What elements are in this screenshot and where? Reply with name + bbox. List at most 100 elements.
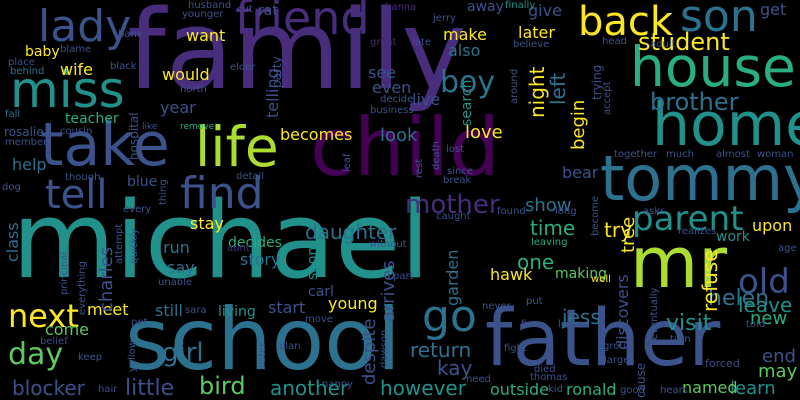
cloud-word: new xyxy=(750,308,788,329)
cloud-word: life xyxy=(195,115,279,179)
cloud-word: fire xyxy=(521,319,538,330)
cloud-word: daughter xyxy=(305,220,397,244)
cloud-word: wife xyxy=(60,60,94,79)
cloud-word: michael xyxy=(12,179,430,302)
cloud-word: behind xyxy=(10,66,45,77)
cloud-word: death xyxy=(431,141,442,170)
cloud-word: mother xyxy=(405,190,500,220)
cloud-word: run xyxy=(163,238,190,257)
cloud-word: need xyxy=(466,374,491,385)
cloud-word: hanna xyxy=(385,2,417,13)
cloud-word: told xyxy=(746,319,766,330)
cloud-word: living xyxy=(218,304,256,320)
cloud-word: husband xyxy=(188,0,232,11)
cloud-word: hospital xyxy=(127,112,141,160)
cloud-word: fall xyxy=(5,109,21,120)
cloud-word: young xyxy=(328,294,378,313)
cloud-word: never xyxy=(482,301,511,312)
cloud-word: mr xyxy=(630,222,727,304)
cloud-word: bear xyxy=(562,163,599,182)
cloud-word: attempt xyxy=(114,223,125,264)
cloud-word: part xyxy=(393,271,414,282)
cloud-word: lady xyxy=(38,1,132,52)
cloud-word: friend xyxy=(235,0,370,45)
cloud-word: leaving xyxy=(531,237,568,248)
cloud-word: turn xyxy=(670,334,691,345)
cloud-word: brother xyxy=(650,88,739,116)
cloud-word: member xyxy=(5,137,48,148)
cloud-word: together xyxy=(614,149,658,160)
cloud-word: later xyxy=(518,23,555,42)
cloud-word: eventually xyxy=(649,287,660,340)
cloud-word: house xyxy=(630,35,796,99)
cloud-word: believe xyxy=(513,39,550,50)
cloud-word: almost xyxy=(716,149,750,160)
cloud-word: teacher xyxy=(65,111,119,127)
cloud-word: parent xyxy=(632,199,744,239)
cloud-word: say xyxy=(167,258,195,277)
cloud-word: ronald xyxy=(566,380,617,399)
cloud-word: refuse xyxy=(698,249,722,312)
cloud-word: rosalie xyxy=(4,125,44,139)
cloud-word: business xyxy=(370,105,414,116)
cloud-word: dog xyxy=(2,182,21,193)
cloud-word: one xyxy=(517,250,555,274)
cloud-word: tommy xyxy=(600,142,800,215)
cloud-word: miss xyxy=(10,61,125,119)
cloud-word: cause xyxy=(634,362,648,398)
cloud-word: another xyxy=(270,376,349,400)
cloud-word: late xyxy=(412,37,431,48)
cloud-word: though xyxy=(65,172,101,183)
cloud-word: rest xyxy=(414,158,425,178)
cloud-word: bank xyxy=(118,29,143,40)
cloud-word: unable xyxy=(158,277,193,288)
cloud-word: son xyxy=(680,0,758,42)
cloud-word: search xyxy=(459,79,475,126)
cloud-word: garden xyxy=(443,249,462,306)
cloud-word: back xyxy=(578,0,674,45)
cloud-word: even xyxy=(372,78,412,97)
cloud-word: despite xyxy=(359,318,380,385)
cloud-word: like xyxy=(142,122,158,132)
cloud-word: however xyxy=(380,376,466,400)
cloud-word: night xyxy=(525,66,549,118)
cloud-word: try xyxy=(604,218,632,242)
cloud-word: find xyxy=(180,168,264,219)
cloud-word: aunt xyxy=(227,243,250,254)
cloud-word: group xyxy=(603,341,633,352)
cloud-word: little xyxy=(125,376,175,400)
cloud-word: long xyxy=(555,206,577,217)
cloud-word: making xyxy=(555,266,607,282)
cloud-word: leave xyxy=(738,293,793,317)
cloud-word: time xyxy=(530,216,576,240)
cloud-word: keep xyxy=(78,352,103,363)
cloud-word: discovers xyxy=(613,274,632,350)
cloud-word: principal xyxy=(59,251,70,295)
cloud-word: place xyxy=(8,57,35,68)
cloud-word: helen xyxy=(708,286,770,311)
cloud-word: realizes xyxy=(678,226,717,237)
cloud-word: see xyxy=(368,63,397,82)
cloud-word: named xyxy=(682,378,738,397)
cloud-word: found xyxy=(497,206,526,217)
cloud-word: cousin xyxy=(60,126,93,137)
cloud-word: everything xyxy=(77,261,88,315)
cloud-word: north xyxy=(180,84,207,95)
cloud-word: sara xyxy=(185,305,207,316)
cloud-word: come xyxy=(45,320,90,339)
cloud-word: younger xyxy=(182,9,224,20)
cloud-word: become xyxy=(590,195,601,236)
cloud-word: also xyxy=(448,41,481,60)
cloud-word: accept xyxy=(602,81,613,115)
cloud-word: thing xyxy=(158,179,169,205)
cloud-word: year xyxy=(160,98,196,117)
cloud-word: blue xyxy=(127,174,158,190)
cloud-word: class xyxy=(3,222,22,262)
cloud-word: without xyxy=(369,239,407,250)
cloud-word: carl xyxy=(308,284,334,300)
cloud-word: tree xyxy=(618,216,639,253)
cloud-word: school xyxy=(125,290,401,390)
cloud-word: get xyxy=(760,0,787,19)
cloud-word: cut xyxy=(237,4,253,15)
cloud-word: quickly xyxy=(129,228,140,264)
